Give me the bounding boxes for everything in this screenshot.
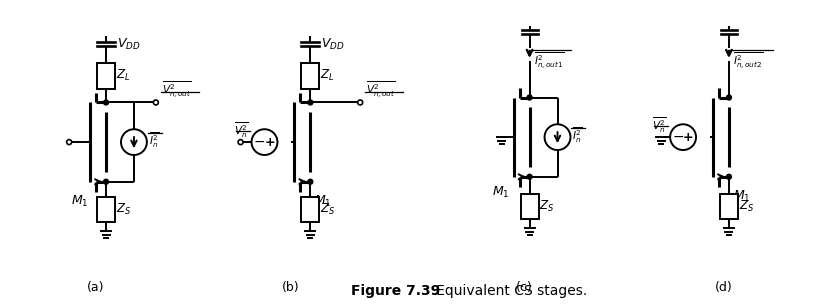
- Text: +: +: [683, 131, 694, 144]
- Circle shape: [104, 100, 109, 105]
- Text: (a): (a): [87, 281, 105, 294]
- Text: +: +: [264, 136, 275, 149]
- Circle shape: [727, 95, 732, 100]
- Text: Figure 7.39: Figure 7.39: [351, 284, 441, 298]
- Circle shape: [308, 179, 313, 184]
- Text: $V_{DD}$: $V_{DD}$: [117, 37, 141, 52]
- Bar: [720, 194, 738, 220]
- Text: −: −: [672, 130, 684, 144]
- Text: $Z_S$: $Z_S$: [739, 199, 754, 214]
- Text: $\overline{I^2_n}$: $\overline{I^2_n}$: [149, 130, 159, 150]
- Text: $Z_S$: $Z_S$: [539, 199, 555, 214]
- Bar: [520, 194, 538, 220]
- Text: $M_1$: $M_1$: [71, 194, 88, 209]
- Circle shape: [308, 100, 313, 105]
- Circle shape: [727, 174, 732, 179]
- Text: (c): (c): [516, 281, 533, 294]
- Bar: [97, 63, 115, 89]
- Text: (b): (b): [282, 281, 299, 294]
- Circle shape: [358, 100, 363, 105]
- Text: $\overline{I^2_n}$: $\overline{I^2_n}$: [572, 125, 583, 145]
- Bar: [97, 196, 115, 222]
- Text: Equivalent CS stages.: Equivalent CS stages.: [423, 284, 587, 298]
- Circle shape: [104, 179, 109, 184]
- Text: $\overline{V^2_n}$: $\overline{V^2_n}$: [653, 116, 667, 135]
- Text: $Z_S$: $Z_S$: [116, 202, 132, 217]
- Circle shape: [527, 174, 532, 179]
- Text: $Z_S$: $Z_S$: [321, 202, 335, 217]
- Bar: [302, 63, 319, 89]
- Text: $\overline{I^2_{n,out1}}$: $\overline{I^2_{n,out1}}$: [533, 50, 564, 71]
- Text: $M_1$: $M_1$: [733, 189, 750, 204]
- Text: $V_{DD}$: $V_{DD}$: [321, 37, 345, 52]
- Circle shape: [154, 100, 159, 105]
- Text: $M_1$: $M_1$: [492, 185, 510, 200]
- Circle shape: [238, 140, 243, 145]
- Circle shape: [544, 124, 570, 150]
- Text: $M_1$: $M_1$: [314, 194, 332, 209]
- Text: $\overline{V^2_{n,out}}$: $\overline{V^2_{n,out}}$: [366, 80, 395, 100]
- Text: $\overline{I^2_{n,out2}}$: $\overline{I^2_{n,out2}}$: [733, 50, 763, 71]
- Text: $\overline{V^2_n}$: $\overline{V^2_n}$: [233, 121, 248, 140]
- Text: $\overline{V^2_{n,out}}$: $\overline{V^2_{n,out}}$: [162, 80, 192, 100]
- Circle shape: [670, 124, 696, 150]
- Text: −: −: [254, 135, 266, 149]
- Circle shape: [67, 140, 72, 145]
- Bar: [302, 196, 319, 222]
- Text: $Z_L$: $Z_L$: [321, 68, 335, 83]
- Text: $Z_L$: $Z_L$: [116, 68, 131, 83]
- Circle shape: [252, 129, 278, 155]
- Circle shape: [121, 129, 147, 155]
- Circle shape: [527, 95, 532, 100]
- Text: (d): (d): [715, 281, 733, 294]
